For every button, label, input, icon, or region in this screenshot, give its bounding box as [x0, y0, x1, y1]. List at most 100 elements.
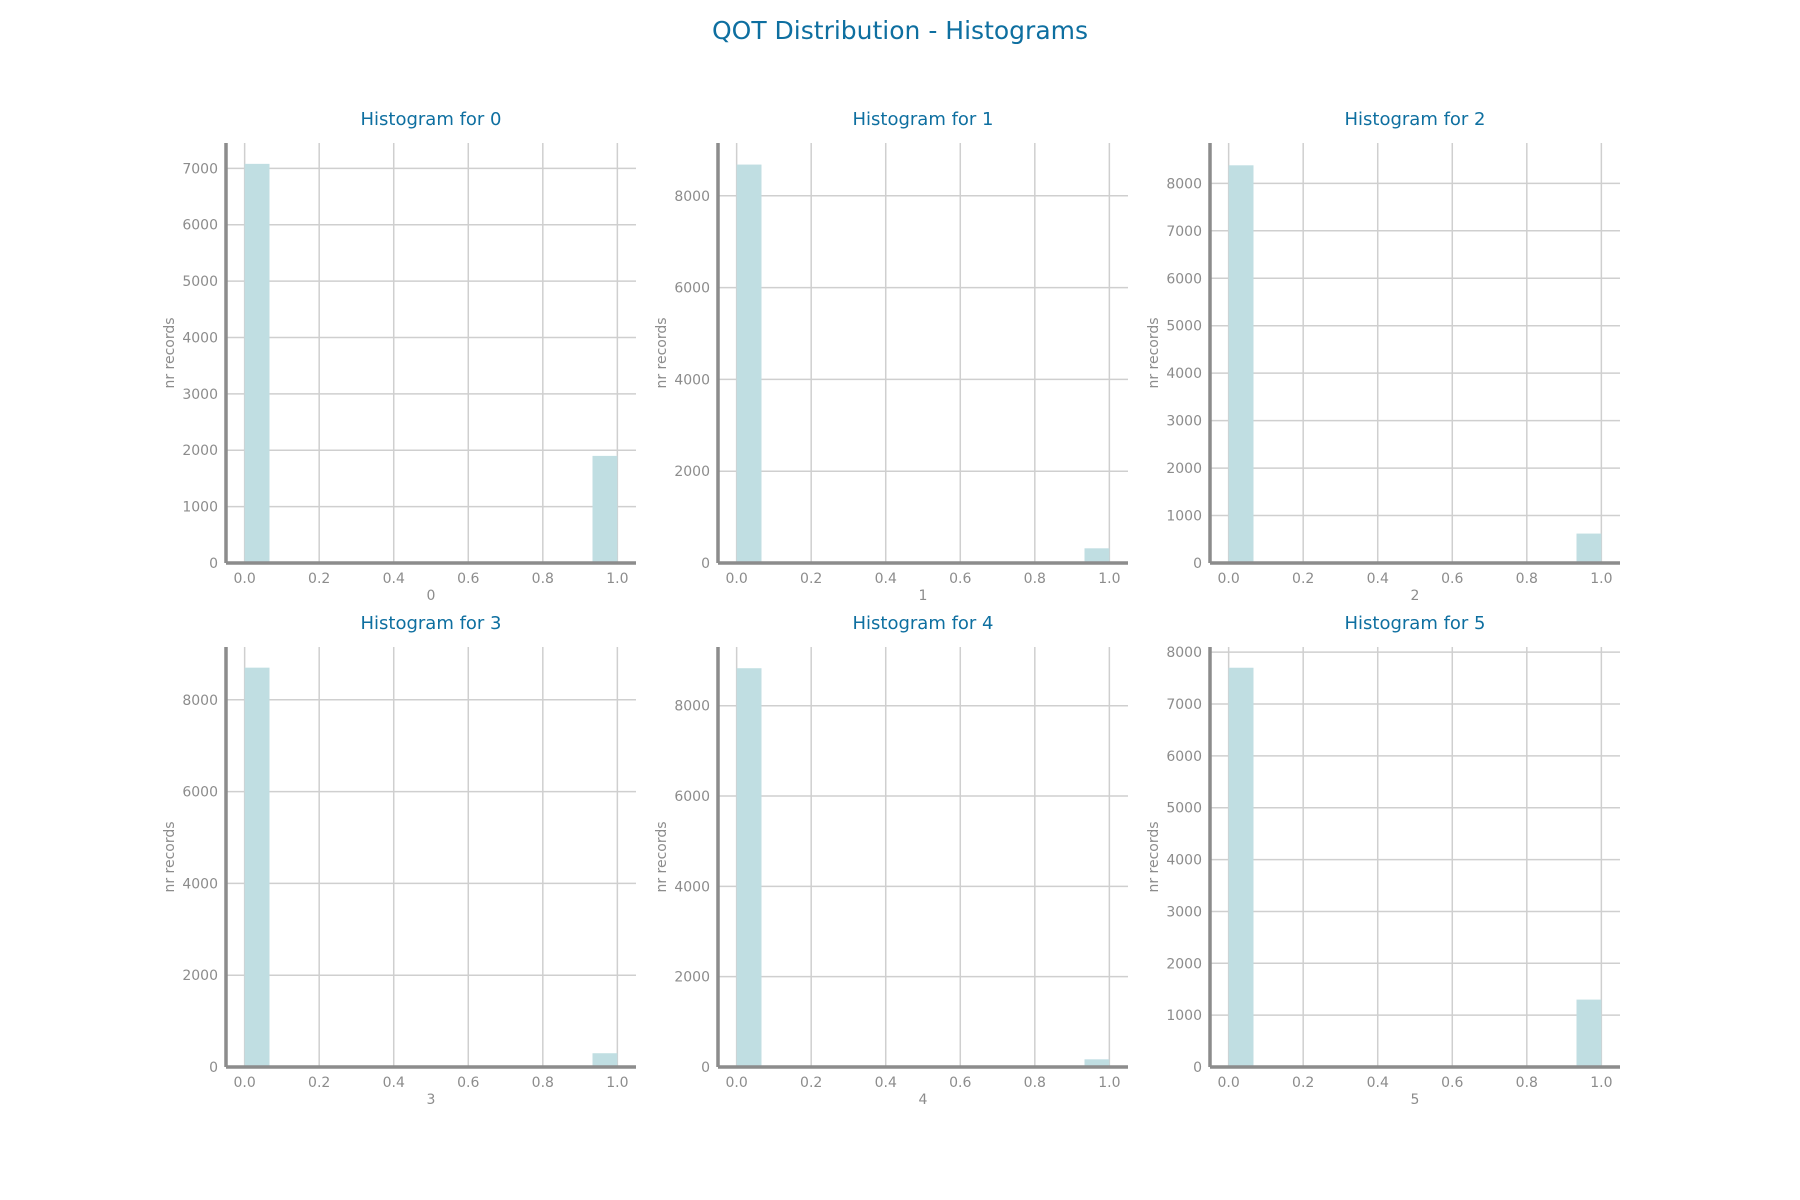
y-tick-label: 2000 [674, 970, 710, 986]
x-axis-label: 2 [1411, 588, 1420, 604]
x-tick-label: 1.0 [1098, 1075, 1120, 1091]
x-tick-label: 0.6 [949, 571, 971, 587]
y-tick-label: 0 [701, 1060, 710, 1076]
y-axis-label: nr records [162, 317, 178, 388]
x-tick-label: 0.0 [1218, 571, 1240, 587]
y-tick-label: 7000 [1166, 697, 1202, 713]
y-tick-label: 2000 [182, 968, 218, 984]
x-tick-label: 0.0 [234, 1075, 256, 1091]
y-tick-label: 4000 [674, 879, 710, 895]
x-tick-label: 1.0 [606, 571, 628, 587]
x-tick-label: 1.0 [1590, 1075, 1612, 1091]
y-tick-label: 8000 [674, 699, 710, 715]
histogram-bar [1576, 533, 1602, 563]
histogram-bar [1084, 548, 1110, 563]
x-tick-label: 0.8 [532, 571, 554, 587]
y-tick-label: 5000 [1166, 319, 1202, 335]
histogram-panel-0: 0.0 0.2 0.4 0.6 0.8 1.0 0 1000 2000 3000 4000 5000 6… [162, 109, 636, 604]
subplot-title: Histogram for 2 [1344, 109, 1485, 130]
y-tick-label: 7000 [182, 161, 218, 177]
x-tick-label: 0.8 [1516, 571, 1538, 587]
x-tick-label: 0.6 [949, 1075, 971, 1091]
x-axis-label: 5 [1411, 1092, 1420, 1108]
subplot-title: Histogram for 4 [852, 613, 993, 634]
y-axis-label: nr records [654, 317, 670, 388]
y-tick-label: 0 [701, 556, 710, 572]
y-tick-label: 6000 [182, 785, 218, 801]
x-tick-label: 0.2 [1292, 1075, 1314, 1091]
x-tick-label: 0.8 [1024, 1075, 1046, 1091]
x-tick-label: 0.6 [1441, 571, 1463, 587]
x-tick-label: 0.2 [1292, 571, 1314, 587]
y-tick-label: 6000 [674, 281, 710, 297]
x-tick-label: 0.8 [1516, 1075, 1538, 1091]
subplot-title: Histogram for 5 [1344, 613, 1485, 634]
x-tick-label: 0.4 [1367, 1075, 1389, 1091]
histogram-bar [1576, 999, 1602, 1067]
y-tick-label: 0 [209, 1060, 218, 1076]
x-tick-label: 1.0 [1590, 571, 1612, 587]
histogram-bar [1228, 667, 1254, 1067]
x-tick-label: 0.0 [726, 571, 748, 587]
x-tick-label: 0.2 [800, 1075, 822, 1091]
histogram-bar [1228, 165, 1254, 563]
x-tick-label: 0.8 [532, 1075, 554, 1091]
y-tick-label: 6000 [1166, 271, 1202, 287]
x-axis-label: 0 [427, 588, 436, 604]
subplot-title: Histogram for 3 [360, 613, 501, 634]
y-tick-label: 2000 [182, 443, 218, 459]
y-tick-label: 5000 [182, 274, 218, 290]
y-tick-label: 1000 [1166, 1008, 1202, 1024]
x-tick-label: 0.4 [875, 1075, 897, 1091]
x-tick-label: 0.8 [1024, 571, 1046, 587]
y-tick-label: 4000 [1166, 853, 1202, 869]
x-tick-label: 0.4 [383, 571, 405, 587]
y-axis-label: nr records [1146, 821, 1162, 892]
y-tick-label: 2000 [1166, 956, 1202, 972]
histogram-bar [1084, 1059, 1110, 1067]
x-tick-label: 0.4 [383, 1075, 405, 1091]
subplot-title: Histogram for 1 [852, 109, 993, 130]
x-tick-label: 0.4 [875, 571, 897, 587]
y-tick-label: 2000 [674, 464, 710, 480]
y-tick-label: 0 [1193, 1060, 1202, 1076]
histogram-bar [244, 667, 270, 1067]
y-tick-label: 4000 [182, 876, 218, 892]
x-tick-label: 0.2 [308, 571, 330, 587]
y-tick-label: 8000 [1166, 176, 1202, 192]
y-axis-label: nr records [1146, 317, 1162, 388]
x-tick-label: 0.0 [234, 571, 256, 587]
x-axis-label: 1 [919, 588, 928, 604]
y-tick-label: 0 [1193, 556, 1202, 572]
y-tick-label: 2000 [1166, 461, 1202, 477]
y-tick-label: 5000 [1166, 801, 1202, 817]
x-tick-label: 0.6 [457, 1075, 479, 1091]
histogram-panel-1: 0.0 0.2 0.4 0.6 0.8 1.0 0 2000 4000 6000 8000 Histo… [654, 109, 1128, 604]
y-tick-label: 0 [209, 556, 218, 572]
y-tick-label: 6000 [1166, 749, 1202, 765]
x-tick-label: 0.6 [457, 571, 479, 587]
histogram-bar [736, 164, 762, 563]
y-tick-label: 3000 [1166, 414, 1202, 430]
y-tick-label: 8000 [674, 189, 710, 205]
y-tick-label: 3000 [182, 387, 218, 403]
y-tick-label: 1000 [1166, 509, 1202, 525]
y-tick-label: 4000 [182, 330, 218, 346]
y-axis-label: nr records [162, 821, 178, 892]
histogram-panel-2: 0.0 0.2 0.4 0.6 0.8 1.0 0 1000 2000 3000 4000 5000 6… [1146, 109, 1620, 604]
x-tick-label: 0.2 [800, 571, 822, 587]
subplot-title: Histogram for 0 [360, 109, 501, 130]
histogram-panel-3: 0.0 0.2 0.4 0.6 0.8 1.0 0 2000 4000 6000 8000 Histo… [162, 613, 636, 1108]
y-tick-label: 6000 [182, 218, 218, 234]
y-tick-label: 1000 [182, 500, 218, 516]
histogram-bar [244, 163, 270, 563]
histogram-bar [592, 1053, 618, 1067]
x-axis-label: 3 [427, 1092, 436, 1108]
y-tick-label: 3000 [1166, 904, 1202, 920]
histogram-panel-5: 0.0 0.2 0.4 0.6 0.8 1.0 0 1000 2000 3000 4000 5000 6… [1146, 613, 1620, 1108]
x-tick-label: 0.4 [1367, 571, 1389, 587]
y-tick-label: 6000 [674, 789, 710, 805]
y-tick-label: 4000 [674, 372, 710, 388]
y-tick-label: 7000 [1166, 224, 1202, 240]
